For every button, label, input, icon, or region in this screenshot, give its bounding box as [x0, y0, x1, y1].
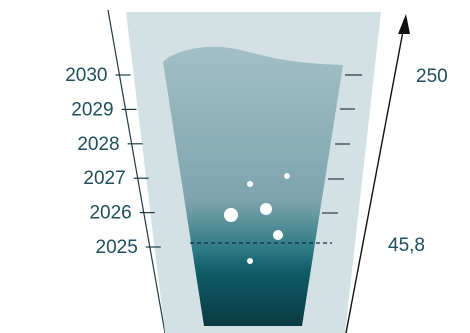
bottom-value: 45,8: [388, 235, 425, 256]
right-ticks: [322, 74, 362, 214]
liquid: [163, 46, 343, 327]
bubble: [284, 173, 290, 179]
year-label: 2025: [96, 237, 138, 258]
year-label: 2028: [77, 134, 119, 155]
bubbles: [224, 173, 290, 264]
year-label: 2030: [65, 65, 107, 86]
arrow-head: [398, 14, 410, 34]
right-axis: [345, 25, 405, 333]
left-axis: [107, 9, 166, 333]
year-label: 2027: [83, 168, 125, 189]
bubble: [224, 208, 238, 222]
bubble: [260, 203, 272, 215]
year-label: 2029: [71, 99, 113, 120]
bubble: [247, 258, 253, 264]
bubble: [273, 230, 283, 240]
top-value: 250: [416, 66, 448, 87]
bubble: [247, 181, 253, 187]
year-label: 2026: [89, 203, 131, 224]
